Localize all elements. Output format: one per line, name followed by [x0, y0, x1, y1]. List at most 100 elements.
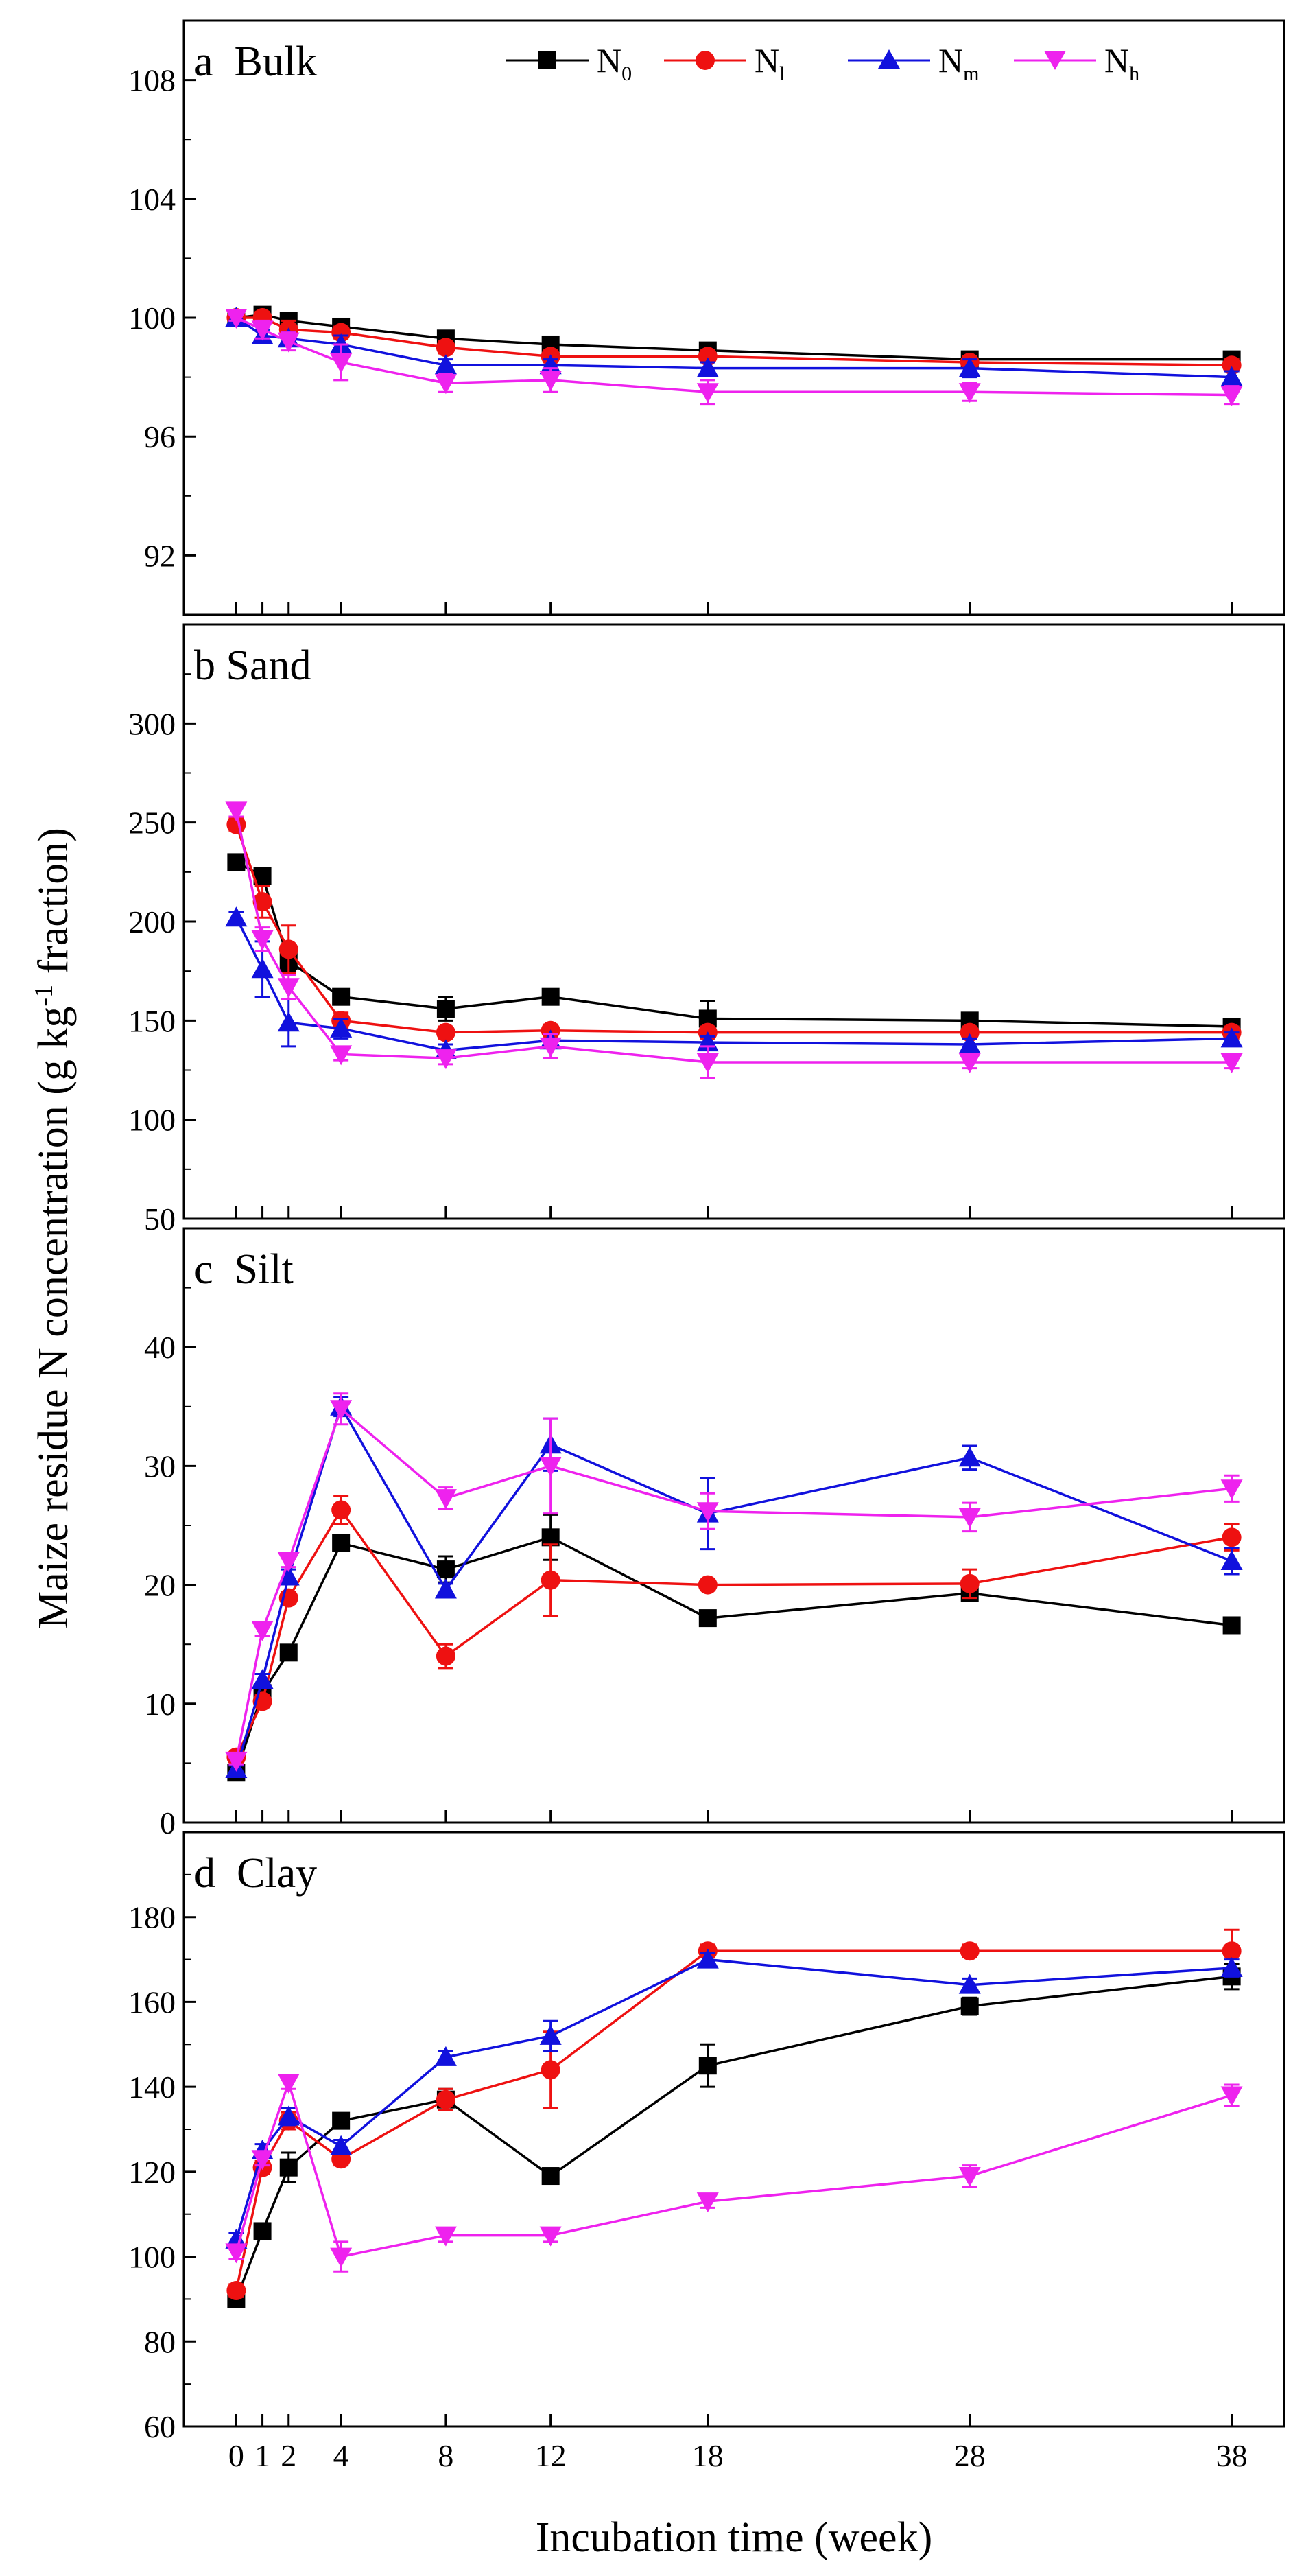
panel-1-point-nh-2: [277, 978, 300, 998]
panel-0-point-nh-1: [251, 320, 274, 341]
panel-1-ytick-label-3: 200: [128, 904, 176, 939]
panel-0-point-nh-2: [277, 332, 300, 353]
panel-3-point-n0-2: [279, 2158, 298, 2177]
panel-2-ytick-label-2: 20: [144, 1568, 176, 1603]
panel-3-point-nl-7: [960, 1941, 980, 1961]
panel-1-point-nh-3: [330, 1045, 353, 1066]
panel-3-ytick-label-0: 60: [144, 2409, 176, 2444]
panel-0-point-nh-5: [539, 371, 562, 391]
panel-2-ytick-label-3: 30: [144, 1449, 176, 1484]
x-axis-title: Incubation time (week): [536, 2514, 932, 2561]
panel-2-point-nm-2: [277, 1565, 300, 1586]
panel-2-point-nl-5: [541, 1570, 560, 1590]
panel-2-point-nh-6: [696, 1502, 719, 1523]
panel-0-point-nm-3: [330, 333, 353, 353]
panel-1-ytick-label-0: 50: [144, 1202, 176, 1237]
panel-3-ytick-label-1: 80: [144, 2324, 176, 2359]
panel-2-point-nh-8: [1220, 1479, 1243, 1500]
panel-0-ytick-label-3: 104: [128, 182, 176, 217]
panel-3-point-nh-3: [330, 2247, 353, 2268]
panel-2-point-nh-7: [958, 1508, 981, 1528]
panel-2-point-n0-6: [698, 1609, 717, 1628]
panel-1-point-nh-4: [434, 1049, 457, 1070]
panel-1-ytick-label-1: 100: [128, 1103, 176, 1138]
panel-3-point-n0-6: [698, 2057, 717, 2075]
panel-1-point-nl-2: [278, 939, 298, 959]
panel-3-point-nh-0: [225, 2243, 248, 2264]
panel-1-point-nl-4: [436, 1022, 455, 1042]
panel-3-point-nm-6: [696, 1948, 719, 1969]
panel-1-point-nh-5: [539, 1037, 562, 1057]
panel-0-point-nl-6: [698, 347, 718, 366]
panel-2-point-nh-1: [251, 1621, 274, 1641]
panel-3-point-nl-0: [226, 2281, 246, 2301]
panel-0-point-nh-3: [330, 353, 353, 373]
panel-0-point-nm-6: [696, 357, 719, 377]
panel-2-point-nh-0: [225, 1751, 248, 1772]
panel-2-point-n0-2: [279, 1643, 298, 1662]
panel-3-xtick-label-7: 28: [954, 2438, 986, 2473]
panel-3-xtick-label-3: 4: [333, 2438, 349, 2473]
panel-1-point-nm-0: [225, 906, 248, 927]
panel-d-label: d Clay: [194, 1850, 317, 1897]
panel-3-point-nl-8: [1222, 1941, 1242, 1961]
panel-0-ytick-label-4: 108: [128, 63, 176, 98]
legend-marker-nm: [878, 49, 900, 69]
panel-3-point-nh-2: [277, 2073, 300, 2094]
panel-0-ytick-label-1: 96: [144, 419, 176, 454]
panel-2-point-nm-8: [1220, 1549, 1243, 1570]
legend-marker-nh: [1044, 51, 1066, 70]
panel-3-xtick-label-8: 38: [1216, 2438, 1248, 2473]
panel-3-xtick-label-5: 12: [535, 2438, 567, 2473]
panel-3-point-nm-4: [434, 2046, 457, 2066]
panel-3-point-nh-6: [696, 2192, 719, 2213]
legend: N0 Nl Nm Nh: [506, 41, 1139, 85]
panel-2-point-n0-8: [1222, 1616, 1241, 1635]
panel-0-point-nh-0: [225, 309, 248, 329]
panel-2-point-nh-4: [434, 1489, 457, 1510]
panel-2-point-n0-5: [541, 1528, 560, 1547]
panel-3-point-nh-1: [251, 2150, 274, 2170]
panel-3-xtick-label-0: 0: [228, 2438, 244, 2473]
panel-3-point-nh-5: [539, 2226, 562, 2247]
panel-1-point-nl-1: [252, 892, 272, 912]
panel-1-point-nh-7: [958, 1053, 981, 1073]
legend-marker-n0: [538, 51, 556, 69]
panel-0-point-nh-6: [696, 383, 719, 403]
panel-1-point-n0-5: [541, 987, 560, 1006]
y-axis-title: Maize residue N concentration (g kg-1 fr…: [29, 828, 77, 1629]
panel-0-point-nl-3: [331, 323, 351, 342]
legend-label-nh: Nh: [1104, 41, 1139, 85]
plot-layer: 9296100104108501001502002503000102030406…: [128, 63, 1248, 2473]
panel-3-xtick-label-1: 1: [254, 2438, 270, 2473]
panel-2-point-nl-8: [1222, 1527, 1242, 1547]
panel-1-point-nm-8: [1220, 1027, 1243, 1048]
panel-2-point-n0-4: [436, 1560, 455, 1579]
panel-b-label: b Sand: [194, 642, 311, 689]
panel-0-point-nh-4: [434, 374, 457, 395]
panel-1-point-nm-7: [958, 1033, 981, 1053]
panel-1-point-n0-0: [227, 853, 246, 871]
legend-item-n0: N0: [506, 41, 632, 85]
panel-0-ytick-label-2: 100: [128, 301, 176, 336]
panel-3-point-nm-5: [539, 2024, 562, 2045]
panel-3-point-nm-7: [958, 1974, 981, 1994]
panel-1-ytick-label-5: 300: [128, 706, 176, 741]
panel-2-point-nm-4: [434, 1578, 457, 1599]
legend-label-nm: Nm: [938, 41, 979, 85]
panel-1-point-n0-4: [436, 1000, 455, 1018]
legend-item-nh: Nh: [1014, 41, 1139, 85]
panel-2-point-nh-5: [539, 1457, 562, 1477]
panel-3-point-n0-1: [253, 2222, 272, 2240]
panel-0-point-nl-4: [436, 338, 455, 358]
panel-2-point-nl-3: [331, 1500, 351, 1520]
legend-label-n0: N0: [597, 41, 632, 85]
panel-1-point-nm-3: [330, 1017, 353, 1038]
panel-2-ytick-label-4: 40: [144, 1330, 176, 1365]
panel-3-ytick-label-4: 140: [128, 2070, 176, 2105]
panel-c-label: c Silt: [194, 1246, 294, 1293]
panel-1-point-nh-1: [251, 930, 274, 950]
panel-3-point-nl-4: [436, 2089, 455, 2109]
panel-3-point-nh-8: [1220, 2086, 1243, 2107]
